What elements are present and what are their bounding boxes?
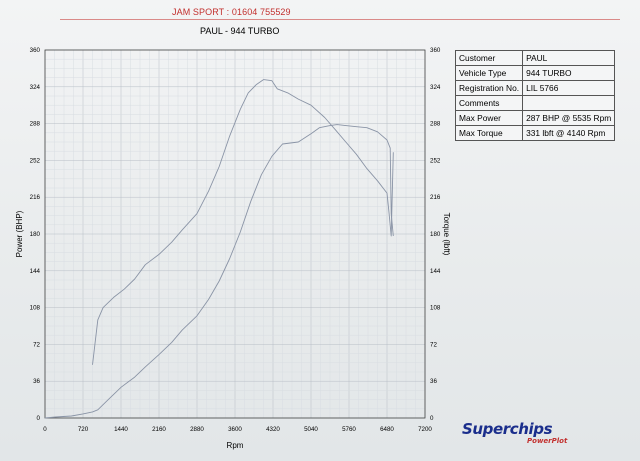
header-divider bbox=[60, 19, 620, 20]
y-tick-label: 360 bbox=[30, 47, 41, 54]
y2-axis-label: Torque (lbft) bbox=[442, 213, 451, 256]
x-tick-label: 5760 bbox=[342, 426, 356, 433]
x-tick-label: 4320 bbox=[266, 426, 280, 433]
y-axis-label: Power (BHP) bbox=[15, 210, 24, 257]
x-tick-label: 3600 bbox=[228, 426, 242, 433]
series-line-power bbox=[44, 124, 394, 419]
info-label: Comments bbox=[454, 95, 524, 111]
info-value: 331 lbft @ 4140 Rpm bbox=[522, 125, 616, 141]
y2-tick-label: 216 bbox=[430, 194, 441, 201]
info-value: 287 BHP @ 5535 Rpm bbox=[522, 110, 616, 126]
x-tick-label: 6480 bbox=[380, 426, 394, 433]
series-line-torque bbox=[92, 79, 394, 365]
x-tick-label: 7200 bbox=[418, 426, 432, 433]
x-tick-label: 0 bbox=[43, 426, 47, 433]
y-tick-label: 108 bbox=[30, 305, 41, 312]
info-label: Vehicle Type bbox=[454, 65, 524, 81]
x-tick-label: 2160 bbox=[152, 426, 166, 433]
superchips-logo: Superchips bbox=[462, 420, 553, 438]
y2-tick-label: 36 bbox=[430, 378, 437, 385]
y2-tick-label: 180 bbox=[430, 231, 441, 238]
info-row: Customer PAUL bbox=[454, 50, 616, 66]
y2-tick-label: 0 bbox=[430, 415, 434, 422]
y-tick-label: 288 bbox=[30, 121, 41, 128]
chart-title: PAUL - 944 TURBO bbox=[200, 26, 280, 36]
x-axis-label: Rpm bbox=[227, 441, 244, 450]
y2-tick-label: 252 bbox=[430, 157, 441, 164]
info-value: 944 TURBO bbox=[522, 65, 616, 81]
y2-tick-label: 144 bbox=[430, 268, 441, 275]
y2-tick-label: 288 bbox=[430, 121, 441, 128]
x-tick-label: 720 bbox=[78, 426, 89, 433]
y-tick-label: 36 bbox=[33, 378, 40, 385]
y2-tick-label: 108 bbox=[430, 305, 441, 312]
info-row: Vehicle Type 944 TURBO bbox=[454, 65, 616, 81]
y-tick-label: 144 bbox=[30, 268, 41, 275]
y-tick-label: 0 bbox=[37, 415, 41, 422]
info-value: PAUL bbox=[522, 50, 616, 66]
info-value: LIL 5766 bbox=[522, 80, 616, 96]
info-label: Customer bbox=[454, 50, 524, 66]
y-tick-label: 180 bbox=[30, 231, 41, 238]
info-label: Max Torque bbox=[454, 125, 524, 141]
y2-tick-label: 72 bbox=[430, 341, 437, 348]
info-row: Comments bbox=[454, 95, 616, 111]
info-row: Registration No. LIL 5766 bbox=[454, 80, 616, 96]
x-tick-label: 5040 bbox=[304, 426, 318, 433]
info-row: Max Power 287 BHP @ 5535 Rpm bbox=[454, 110, 616, 126]
plot-frame bbox=[44, 49, 426, 419]
chart-series bbox=[44, 79, 394, 419]
x-tick-label: 2880 bbox=[190, 426, 204, 433]
axis-ticks: 0 720 1440 2160 2880 3600 4320 5040 5760 6480 7200… bbox=[30, 47, 441, 433]
x-tick-label: 1440 bbox=[114, 426, 128, 433]
y2-tick-label: 360 bbox=[430, 47, 441, 54]
company-header: JAM SPORT : 01604 755529 bbox=[172, 7, 291, 17]
y2-tick-label: 324 bbox=[430, 84, 441, 91]
info-row: Max Torque 331 lbft @ 4140 Rpm bbox=[454, 125, 616, 141]
powerplot-logo: PowerPlot bbox=[527, 437, 568, 445]
y-tick-label: 216 bbox=[30, 194, 41, 201]
y-tick-label: 72 bbox=[33, 341, 40, 348]
y-tick-label: 324 bbox=[30, 84, 41, 91]
y-tick-label: 252 bbox=[30, 157, 41, 164]
info-label: Max Power bbox=[454, 110, 524, 126]
info-value bbox=[522, 95, 616, 111]
info-label: Registration No. bbox=[454, 80, 524, 96]
chart-grid bbox=[44, 49, 426, 419]
run-info-table: Customer PAUL Vehicle Type 944 TURBO Registr… bbox=[454, 50, 616, 141]
